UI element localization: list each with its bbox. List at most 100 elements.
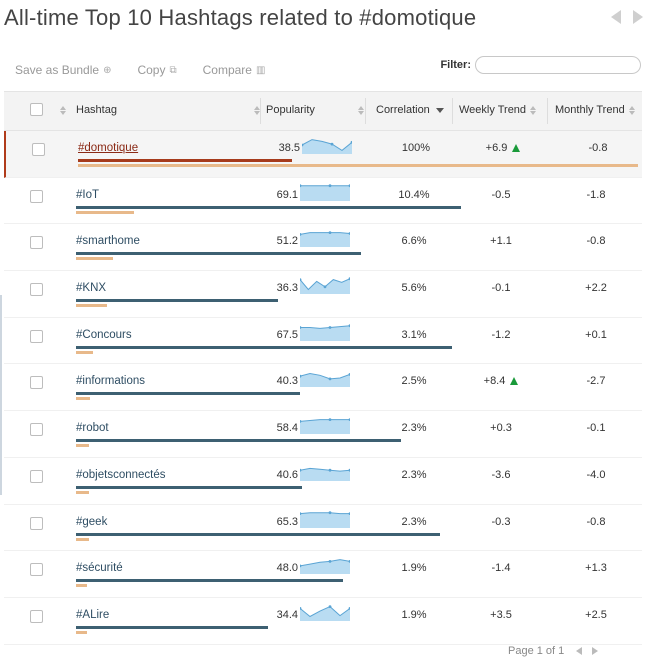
spark-line — [300, 605, 350, 617]
hashtag-link[interactable]: #domotique — [78, 142, 139, 154]
sort-icon[interactable] — [254, 106, 260, 115]
popularity-bar — [76, 392, 300, 396]
monthly-trend-value: -4.0 — [586, 468, 606, 481]
table-row[interactable]: #informations 40.3 2.5% +8.4 -2.7 — [4, 364, 642, 412]
row-checkbox[interactable] — [30, 563, 43, 579]
correlation-value: 100% — [401, 142, 431, 154]
popularity-value: 48.0 — [276, 562, 298, 575]
pager-next-icon[interactable] — [592, 647, 599, 655]
col-correlation[interactable]: Correlation — [376, 104, 444, 116]
pager-label: Page 1 of 1 — [508, 645, 565, 657]
select-all-checkbox[interactable] — [30, 103, 43, 116]
monthly-trend-value: -0.8 — [586, 515, 606, 528]
sort-icon[interactable] — [358, 106, 364, 115]
spark-point — [350, 140, 352, 144]
table-row[interactable]: #objetsconnectés 40.6 2.3% -3.6 -4.0 — [4, 458, 642, 505]
hashtag-link[interactable]: #ALire — [76, 608, 110, 621]
sort-icon[interactable] — [60, 106, 66, 115]
hashtag-link[interactable]: #sécurité — [76, 562, 123, 575]
col-monthly-trend[interactable]: Monthly Trend — [555, 104, 635, 116]
row-checkbox[interactable] — [30, 189, 43, 206]
table-row[interactable]: #Concours 67.5 3.1% -1.2 +0.1 — [4, 318, 642, 365]
weekly-trend-text: +1.1 — [490, 235, 512, 248]
hashtag-link[interactable]: #informations — [76, 375, 146, 388]
popularity-bar — [76, 579, 343, 583]
row-checkbox[interactable] — [32, 143, 45, 159]
spark-point — [300, 564, 302, 568]
spark-point — [300, 278, 302, 282]
col-popularity[interactable]: Popularity — [266, 104, 315, 116]
correlation-value: 2.3% — [401, 515, 427, 528]
monthly-trend-value: +2.2 — [585, 282, 607, 295]
correlation-value: 1.9% — [401, 562, 427, 575]
spark-point — [300, 325, 302, 329]
weekly-trend-value: +3.5 — [466, 609, 536, 621]
popularity-bar — [78, 159, 292, 162]
compare-button[interactable]: Compare ▥ — [203, 63, 266, 77]
popularity-sparkline — [300, 373, 350, 388]
correlation-bar — [76, 537, 89, 541]
col-weekly-label: Weekly Trend — [459, 104, 527, 116]
table-row[interactable]: #IoT 69.1 10.4% -0.5 -1.8 — [4, 178, 642, 225]
spark-area — [300, 419, 350, 435]
popularity-sparkline — [302, 139, 352, 154]
copy-button[interactable]: Copy ⧉ — [137, 63, 176, 77]
spark-line — [300, 324, 350, 329]
hashtag-link[interactable]: #objetsconnectés — [76, 468, 166, 481]
col-weekly-trend[interactable]: Weekly Trend — [459, 104, 537, 116]
col-hashtag[interactable]: Hashtag — [76, 104, 117, 116]
table-row[interactable]: #robot 58.4 2.3% +0.3 -0.1 — [4, 411, 642, 458]
prev-arrow-icon[interactable] — [611, 10, 621, 24]
column-divider — [260, 98, 261, 124]
hashtag-link[interactable]: #smarthome — [76, 235, 140, 248]
table-row[interactable]: #KNX 36.3 5.6% -0.1 +2.2 — [4, 271, 642, 318]
pager-prev-icon[interactable] — [576, 647, 583, 655]
spark-area — [300, 468, 350, 481]
row-checkbox[interactable] — [30, 423, 43, 439]
trend-up-icon — [510, 377, 519, 386]
weekly-trend-value: -3.6 — [466, 469, 536, 481]
table-row[interactable]: #domotique 38.5 100% +6.9 -0.8 — [4, 131, 642, 178]
spark-point — [300, 511, 302, 515]
table-body: #domotique 38.5 100% +6.9 -0.8 #IoT 69.1 10.… — [4, 131, 642, 645]
row-checkbox[interactable] — [30, 236, 43, 252]
hashtag-link[interactable]: #geek — [76, 515, 108, 528]
correlation-value: 5.6% — [401, 282, 427, 295]
correlation-value: 2.5% — [401, 375, 427, 388]
spark-line — [300, 419, 350, 423]
filter-input[interactable] — [475, 56, 641, 74]
table-row[interactable]: #ALire 34.4 1.9% +3.5 +2.5 — [4, 598, 642, 645]
weekly-trend-text: -0.3 — [491, 515, 511, 528]
row-checkbox[interactable] — [30, 283, 43, 299]
sort-icon — [628, 105, 635, 115]
next-arrow-icon[interactable] — [633, 10, 643, 24]
pager: Page 1 of 1 — [508, 645, 599, 657]
popularity-value: 69.1 — [276, 188, 298, 201]
popularity-sparkline — [300, 231, 350, 248]
hashtag-link[interactable]: #KNX — [76, 282, 107, 295]
hashtag-link[interactable]: #IoT — [76, 188, 100, 201]
row-checkbox[interactable] — [30, 609, 43, 626]
row-checkbox[interactable] — [30, 516, 43, 533]
column-divider — [452, 98, 453, 124]
save-bundle-button[interactable]: Save as Bundle ⊕ — [15, 63, 111, 77]
popularity-bar — [76, 485, 302, 489]
row-checkbox[interactable] — [30, 469, 43, 486]
spark-line — [300, 511, 350, 514]
row-checkbox[interactable] — [30, 376, 43, 392]
row-checkbox[interactable] — [30, 329, 43, 346]
spark-point — [302, 143, 304, 147]
toolbar: Save as Bundle ⊕ Copy ⧉ Compare ▥ — [15, 63, 265, 77]
spark-area — [300, 325, 350, 341]
correlation-bar — [76, 584, 87, 588]
table-row[interactable]: #geek 65.3 2.3% -0.3 -0.8 — [4, 505, 642, 552]
hashtag-link[interactable]: #Concours — [76, 328, 132, 341]
table-row[interactable]: #sécurité 48.0 1.9% -1.4 +1.3 — [4, 551, 642, 598]
popularity-sparkline — [300, 183, 350, 201]
weekly-trend-text: -0.5 — [491, 188, 511, 201]
correlation-bar — [76, 630, 87, 634]
correlation-bar — [76, 397, 90, 401]
hashtag-link[interactable]: #robot — [76, 422, 109, 435]
table-row[interactable]: #smarthome 51.2 6.6% +1.1 -0.8 — [4, 224, 642, 272]
monthly-trend-value: -0.1 — [586, 422, 606, 435]
